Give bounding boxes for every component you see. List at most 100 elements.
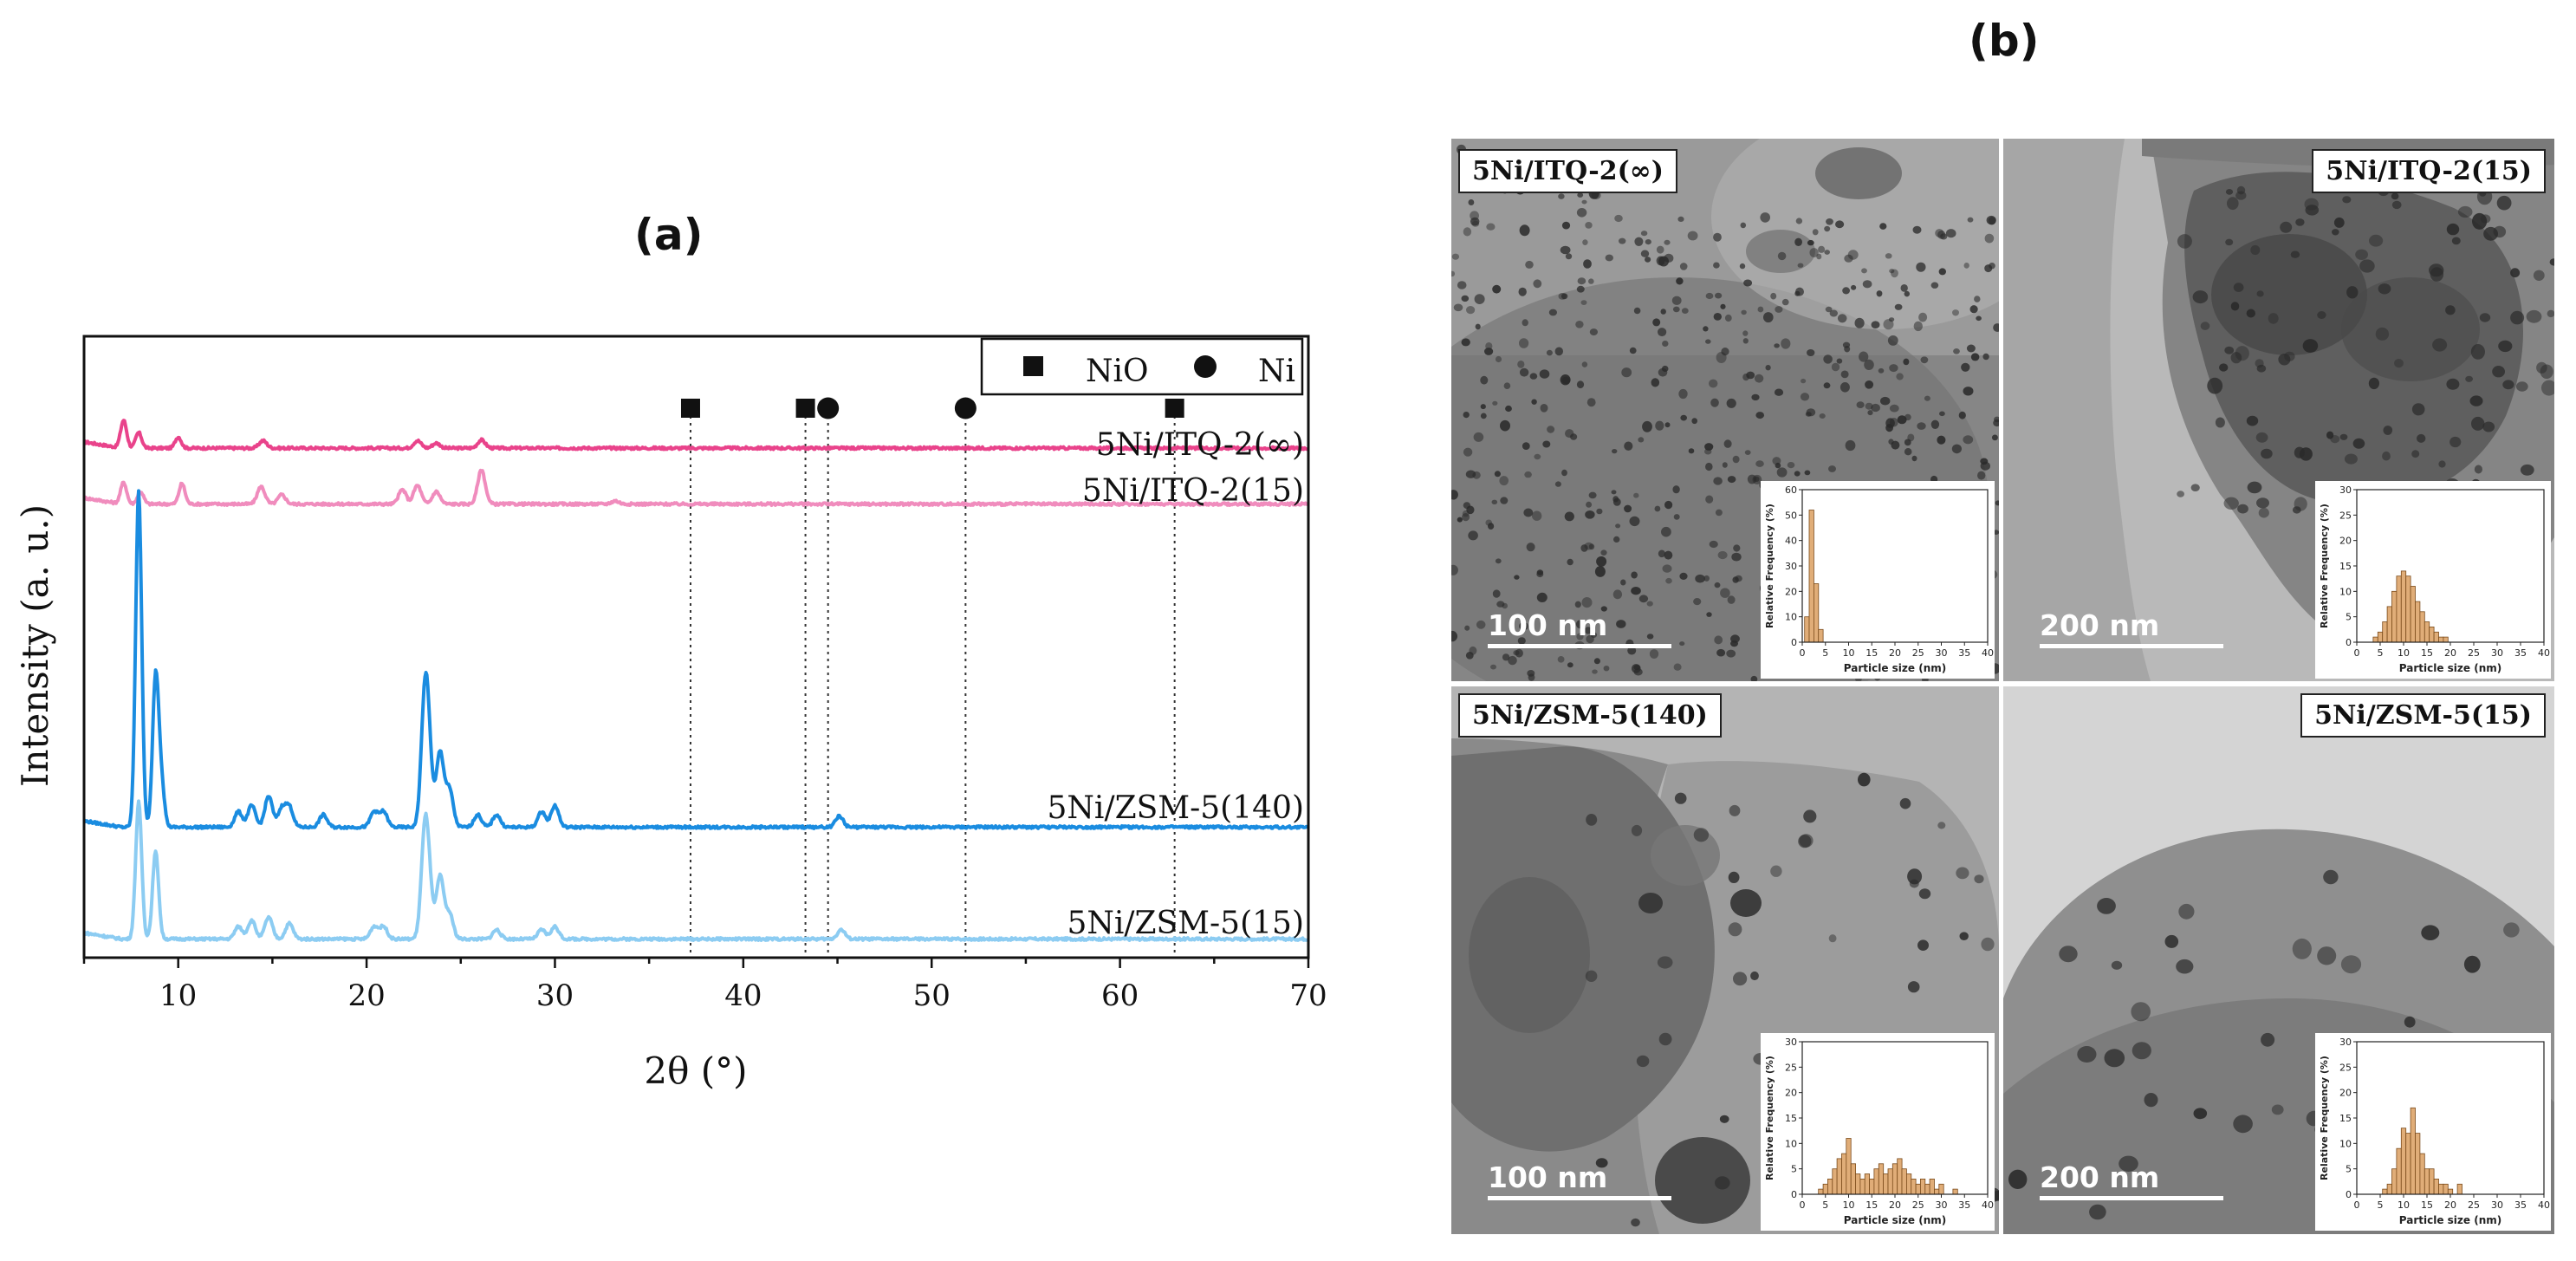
histogram-y-tick-label: 10	[1785, 612, 1797, 623]
nanoparticle	[1723, 439, 1732, 448]
nanoparticle	[1536, 569, 1544, 575]
nanoparticle	[1840, 370, 1849, 379]
nanoparticle	[1726, 649, 1736, 658]
histogram-y-tick-label: 60	[1785, 484, 1797, 496]
nanoparticle	[1581, 361, 1588, 367]
nanoparticle	[1781, 298, 1789, 306]
x-tick-label: 40	[724, 978, 762, 1013]
nanoparticle	[2469, 395, 2483, 406]
nanoparticle	[1937, 435, 1946, 445]
nanoparticle	[1930, 419, 1940, 429]
nanoparticle	[1770, 292, 1777, 300]
nanoparticle	[1528, 673, 1535, 681]
nanoparticle	[2233, 1115, 2253, 1134]
nanoparticle	[1558, 293, 1567, 300]
histogram-bar	[1905, 1173, 1912, 1195]
histogram-x-axis-title: Particle size (nm)	[1844, 1214, 1946, 1226]
nanoparticle	[1828, 465, 1836, 472]
nanoparticle	[1982, 353, 1989, 361]
nanoparticle	[2215, 417, 2225, 428]
histogram-x-tick-label: 5	[1822, 1199, 1828, 1211]
nanoparticle	[1457, 517, 1463, 523]
nanoparticle	[2451, 237, 2461, 245]
xrd-series-line	[84, 468, 1308, 507]
nanoparticle	[1656, 245, 1664, 254]
tem-tile-itq2-inf: 5Ni/ITQ-2(∞) 100 nm 0 5 10 15 20 25 30 35 40 0 10 2…	[1451, 139, 1999, 681]
nanoparticle	[2375, 327, 2390, 341]
histogram-x-tick-label: 10	[1843, 647, 1855, 659]
histogram-bar	[2396, 575, 2402, 643]
nanoparticle	[1799, 834, 1814, 848]
nanoparticle	[1465, 652, 1474, 660]
nanoparticle	[1665, 577, 1672, 584]
nanoparticle	[2383, 426, 2393, 435]
nanoparticle	[1576, 208, 1587, 218]
nanoparticle	[1879, 223, 1887, 230]
nanoparticle	[1612, 589, 1623, 600]
nanoparticle	[1720, 588, 1730, 598]
nanoparticle	[1977, 471, 1986, 480]
nanoparticle	[1677, 216, 1684, 222]
sample-label: 5Ni/ZSM-5(15)	[2300, 693, 2546, 738]
histogram-x-tick-label: 10	[2398, 1199, 2410, 1211]
nanoparticle	[1661, 526, 1671, 537]
nanoparticle	[1492, 400, 1498, 406]
nanoparticle	[2224, 346, 2235, 354]
nanoparticle	[1976, 315, 1982, 322]
histogram-y-tick-label: 30	[2339, 484, 2352, 496]
histogram-x-tick-label: 10	[1843, 1199, 1855, 1211]
scale-bar-label: 100 nm	[1488, 1160, 1608, 1194]
nanoparticle	[1633, 665, 1640, 670]
histogram-bar	[1938, 1183, 1944, 1195]
histogram-x-tick-label: 0	[1800, 647, 1806, 659]
nanoparticle	[1652, 318, 1661, 327]
nanoparticle	[1735, 575, 1742, 582]
nanoparticle	[1721, 348, 1729, 356]
nanoparticle	[2446, 378, 2460, 390]
nanoparticle	[1719, 1115, 1729, 1123]
nanoparticle	[1492, 284, 1502, 294]
nanoparticle	[1729, 804, 1741, 816]
nanoparticle	[2292, 938, 2312, 959]
nanoparticle	[1557, 656, 1565, 663]
nanoparticle	[1755, 412, 1764, 419]
histogram-bar	[2410, 1107, 2416, 1195]
histogram-y-tick-label: 20	[2339, 1088, 2352, 1099]
nanoparticle	[1581, 199, 1587, 205]
nanoparticle	[1640, 231, 1648, 237]
histogram-bar	[2400, 1128, 2407, 1195]
nanoparticle	[1916, 262, 1926, 272]
sample-label: 5Ni/ITQ-2(∞)	[1458, 149, 1677, 193]
nanoparticle	[1953, 348, 1960, 354]
nanoparticle	[1471, 220, 1480, 227]
particle-size-histogram: 0 5 10 15 20 25 30 35 40 0 5 10 15 20 25 30 Particle siz…	[2315, 1033, 2551, 1231]
nanoparticle	[1693, 598, 1702, 606]
nanoparticle	[1974, 296, 1981, 302]
nanoparticle	[1517, 637, 1526, 645]
nanoparticle	[1621, 367, 1632, 378]
histogram-bar	[2405, 1133, 2411, 1195]
histogram-bar	[2391, 1168, 2398, 1195]
nanoparticle	[1994, 416, 1999, 423]
nanoparticle	[1594, 566, 1606, 577]
nanoparticle	[1611, 490, 1617, 495]
nanoparticle	[1519, 224, 1530, 237]
nanoparticle	[2463, 955, 2481, 973]
nanoparticle	[1475, 323, 1481, 330]
nanoparticle	[1889, 418, 1898, 427]
nanoparticle	[1646, 601, 1653, 607]
nanoparticle	[2429, 263, 2444, 277]
histogram-x-tick-label: 30	[2491, 1199, 2503, 1211]
nanoparticle	[2223, 497, 2239, 510]
nanoparticle	[1924, 395, 1930, 401]
histogram-bar	[2372, 636, 2378, 643]
nanoparticle	[1542, 440, 1551, 448]
nanoparticle	[1660, 309, 1666, 315]
nanoparticle	[1795, 218, 1803, 224]
nanoparticle	[1980, 461, 1990, 471]
nanoparticle	[1532, 510, 1542, 521]
nanoparticle	[1715, 1176, 1730, 1190]
nanoparticle	[1658, 1032, 1672, 1046]
histogram-y-tick-label: 30	[1785, 561, 1797, 572]
histogram-bar	[2391, 590, 2398, 643]
